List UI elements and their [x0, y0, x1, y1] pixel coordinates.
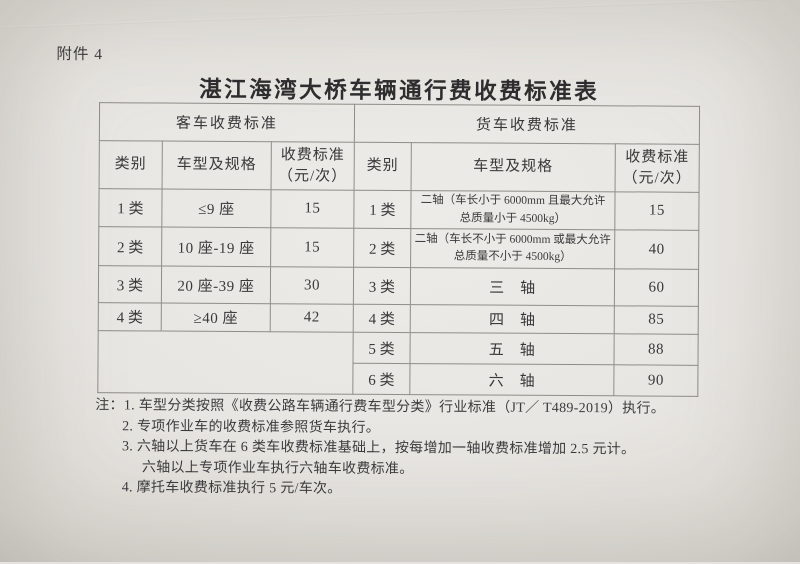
attachment-label: 附件 4: [56, 45, 104, 64]
truck-section-title: 货车收费标准: [354, 104, 700, 145]
passenger-col-fee-line1: 收费标准: [280, 147, 345, 164]
table-row-1: 1 类 ≤9 座 15 1 类 二轴（车长小于 6000mm 且最大允许 总质量…: [98, 188, 700, 231]
truck-col-fee: 收费标准 （元/次）: [615, 143, 700, 193]
truck-row3-category: 3 类: [353, 267, 411, 305]
section-header-row: 客车收费标准 货车收费标准: [99, 102, 700, 145]
truck-row3-spec: 三 轴: [410, 267, 615, 306]
truck-row2-category: 2 类: [353, 228, 411, 268]
truck-row6-fee: 90: [613, 364, 698, 397]
passenger-row1-spec: ≤9 座: [161, 189, 272, 228]
truck-row5-spec: 五 轴: [409, 332, 615, 365]
passenger-row3-category: 3 类: [98, 265, 162, 304]
truck-row4-category: 4 类: [353, 304, 411, 333]
truck-col-fee-line2: （元/次）: [622, 169, 692, 187]
passenger-empty-cell: [97, 330, 354, 395]
truck-col-category: 类别: [354, 142, 412, 191]
truck-row3-fee: 60: [614, 268, 699, 307]
toll-fee-table: 客车收费标准 货车收费标准 类别 车型及规格 收费标准 （元/次） 类别 车型及…: [97, 102, 700, 397]
truck-row4-fee: 85: [614, 305, 699, 335]
passenger-row1-category: 1 类: [98, 188, 163, 228]
passenger-row4-spec: ≥40 座: [161, 303, 271, 332]
passenger-row4-fee: 42: [270, 303, 354, 333]
truck-row6-spec: 六 轴: [409, 363, 614, 396]
truck-row2-spec-line1: 二轴（车长不小于 6000mm 或最大允许: [414, 232, 611, 247]
truck-row6-category: 6 类: [352, 363, 410, 395]
notes-prefix: 注：: [95, 398, 124, 414]
table-row-3: 3 类 20 座-39 座 30 3 类 三 轴 60: [98, 265, 699, 307]
truck-row5-fee: 88: [613, 333, 699, 366]
note-line-4: 4. 摩托车收费标准执行 5 元/车次。: [95, 478, 719, 502]
passenger-row1-fee: 15: [270, 189, 355, 229]
note-item-4: 4. 摩托车收费标准执行 5 元/车次。: [121, 480, 342, 497]
passenger-col-spec: 车型及规格: [162, 141, 272, 190]
passenger-col-category: 类别: [99, 140, 163, 190]
passenger-row2-spec: 10 座-19 座: [161, 227, 271, 267]
notes: 注：1. 车型分类按照《收费公路车辆通行费车型分类》行业标准（JT／ T489-…: [95, 396, 720, 502]
note-item-3b: 六轴以上专项作业车执行六轴车收费标准。: [141, 459, 414, 477]
truck-row1-category: 1 类: [353, 190, 412, 229]
passenger-col-fee: 收费标准 （元/次）: [271, 141, 355, 191]
table-row-4: 4 类 ≥40 座 42 4 类 四 轴 85: [98, 302, 699, 335]
passenger-section-title: 客车收费标准: [99, 102, 355, 143]
truck-row1-spec-line2: 总质量小于 4500kg）: [459, 211, 567, 225]
table-row-5: 5 类 五 轴 88: [97, 330, 699, 395]
truck-row4-spec: 四 轴: [410, 304, 615, 334]
passenger-row3-spec: 20 座-39 座: [161, 266, 271, 304]
truck-col-fee-line1: 收费标准: [625, 149, 690, 167]
truck-row2-spec: 二轴（车长不小于 6000mm 或最大允许 总质量不小于 4500kg）: [410, 228, 615, 269]
note-item-1: 1. 车型分类按照《收费公路车辆通行费车型分类》行业标准（JT／ T489-20…: [123, 398, 666, 417]
truck-row2-fee: 40: [614, 229, 699, 270]
note-item-3: 3. 六轴以上货车在 6 类车收费标准基础上，按每增加一轴收费标准增加 2.5 …: [121, 439, 636, 458]
truck-row2-spec-line2: 总质量不小于 4500kg）: [453, 250, 572, 264]
passenger-row3-fee: 30: [270, 266, 354, 305]
passenger-row4-category: 4 类: [98, 302, 162, 332]
table-row-2: 2 类 10 座-19 座 15 2 类 二轴（车长不小于 6000mm 或最大…: [98, 226, 699, 270]
truck-col-spec: 车型及规格: [411, 142, 616, 192]
truck-row1-spec-line1: 二轴（车长小于 6000mm 且最大允许: [420, 194, 606, 208]
column-header-row: 类别 车型及规格 收费标准 （元/次） 类别 车型及规格 收费标准 （元/次）: [99, 140, 700, 193]
passenger-row2-fee: 15: [270, 227, 354, 268]
passenger-row2-category: 2 类: [98, 226, 162, 267]
page-title: 湛江海湾大桥车辆通行费收费标准表: [199, 76, 600, 105]
truck-row1-spec: 二轴（车长小于 6000mm 且最大允许 总质量小于 4500kg）: [410, 190, 616, 230]
passenger-col-fee-line2: （元/次）: [277, 167, 348, 185]
truck-row1-fee: 15: [614, 191, 700, 231]
note-item-2: 2. 专项作业车的收费标准参照货车执行。: [122, 418, 381, 436]
truck-row5-category: 5 类: [352, 332, 411, 364]
